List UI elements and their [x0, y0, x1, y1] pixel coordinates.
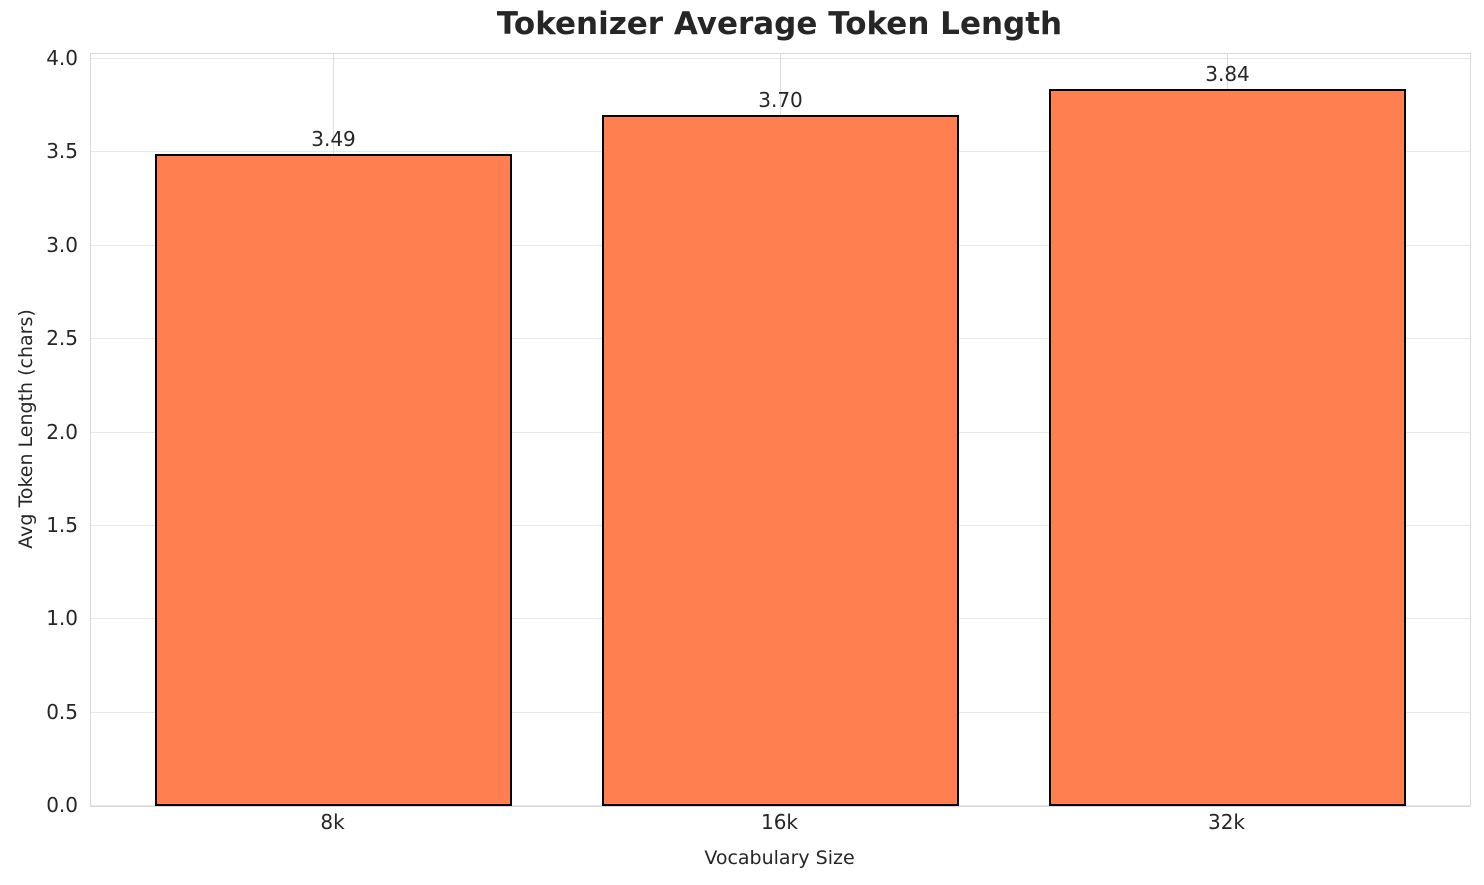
y-tick-label: 0.0	[46, 793, 78, 817]
plot-area: 3.49 3.70 3.84	[90, 53, 1471, 807]
x-tick-label: 32k	[1207, 810, 1246, 834]
bar-32k	[1048, 88, 1407, 806]
bar-16k	[601, 115, 960, 806]
bar-value-label: 3.70	[758, 88, 803, 113]
y-tick-label: 0.5	[46, 699, 78, 724]
y-tick-label: 2.0	[46, 419, 78, 444]
x-tick-label: 16k	[760, 810, 799, 834]
bar-8k	[154, 154, 513, 806]
y-tick-label: 2.5	[46, 326, 78, 351]
x-tick-label: 8k	[320, 810, 345, 834]
y-tick-label: 1.5	[46, 512, 78, 537]
bar-value-label: 3.49	[311, 127, 356, 152]
y-tick-label: 3.0	[46, 232, 78, 257]
y-tick-label: 1.0	[46, 606, 78, 631]
chart-title: Tokenizer Average Token Length	[496, 6, 1063, 42]
y-tick-label: 3.5	[46, 139, 78, 164]
bar-value-label: 3.84	[1205, 61, 1250, 86]
y-tick-label: 4.0	[46, 46, 78, 70]
x-axis-label: Vocabulary Size	[704, 847, 855, 869]
